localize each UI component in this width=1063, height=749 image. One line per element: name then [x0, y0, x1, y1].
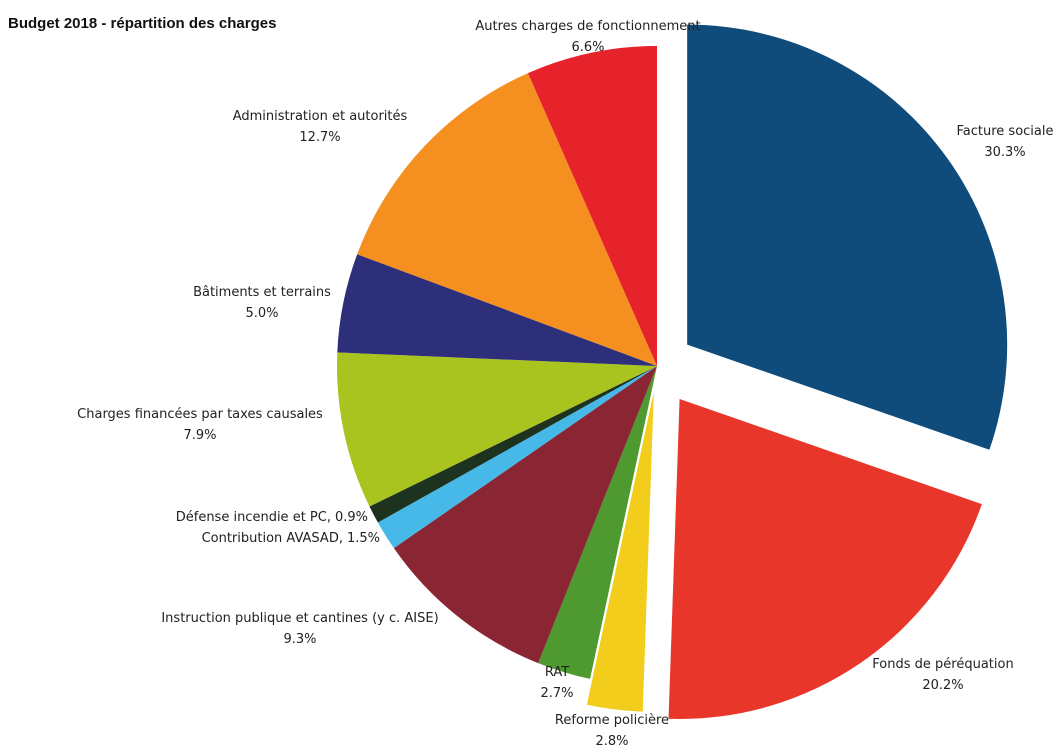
pie-slice — [538, 366, 657, 679]
pie-slice — [527, 46, 657, 366]
value-label: 30.3% — [984, 145, 1025, 160]
pie-slice — [393, 366, 657, 664]
pie-slice — [369, 366, 657, 523]
category-label: Facture sociale — [957, 124, 1054, 139]
pie-slice — [337, 352, 657, 507]
pie-slice — [687, 24, 1008, 450]
category-label: Reforme policière — [555, 713, 669, 728]
value-label: 0.9% — [335, 510, 368, 525]
slice-label: Défense incendie et PC, 0.9% — [176, 510, 368, 525]
category-label: Bâtiments et terrains — [193, 285, 331, 300]
value-label: 20.2% — [922, 678, 963, 693]
pie-slice — [377, 366, 657, 549]
category-label: Autres charges de fonctionnement — [475, 19, 700, 34]
pie-slice — [337, 254, 657, 366]
value-label: 12.7% — [299, 130, 340, 145]
value-label: 5.0% — [245, 306, 278, 321]
value-label: 6.6% — [571, 40, 604, 55]
category-label: Défense incendie et PC, — [176, 510, 331, 525]
category-label: Instruction publique et cantines (y c. A… — [161, 611, 438, 626]
value-label: 9.3% — [283, 632, 316, 647]
pie-slice — [586, 391, 654, 712]
category-label: RAT — [545, 665, 569, 680]
pie-slice — [668, 398, 982, 719]
chart-title: Budget 2018 - répartition des charges — [8, 15, 276, 32]
category-label: Fonds de péréquation — [872, 657, 1013, 672]
value-label: 7.9% — [183, 428, 216, 443]
value-label: 1.5% — [347, 531, 380, 546]
value-label: 2.8% — [595, 734, 628, 749]
category-label: Administration et autorités — [233, 109, 408, 124]
category-label: Charges financées par taxes causales — [77, 407, 323, 422]
slice-label: Contribution AVASAD, 1.5% — [202, 531, 380, 546]
pie-slice — [357, 73, 657, 367]
value-label: 2.7% — [540, 686, 573, 701]
category-label: Contribution AVASAD, — [202, 531, 343, 546]
